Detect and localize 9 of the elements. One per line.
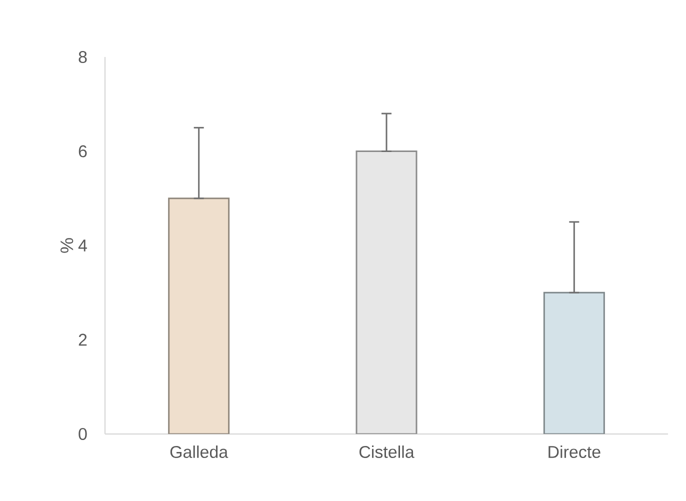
x-tick-label: Galleda (170, 446, 228, 458)
y-tick-label: 4 (78, 240, 87, 252)
y-tick-label: 8 (78, 50, 87, 64)
x-tick-label: Cistella (359, 446, 414, 458)
y-tick-label: 6 (78, 145, 87, 158)
x-tick-label: Directe (548, 446, 600, 458)
y-tick-label: 0 (78, 428, 87, 440)
y-tick-label: 2 (78, 334, 87, 346)
y-axis-title: % (60, 238, 74, 253)
